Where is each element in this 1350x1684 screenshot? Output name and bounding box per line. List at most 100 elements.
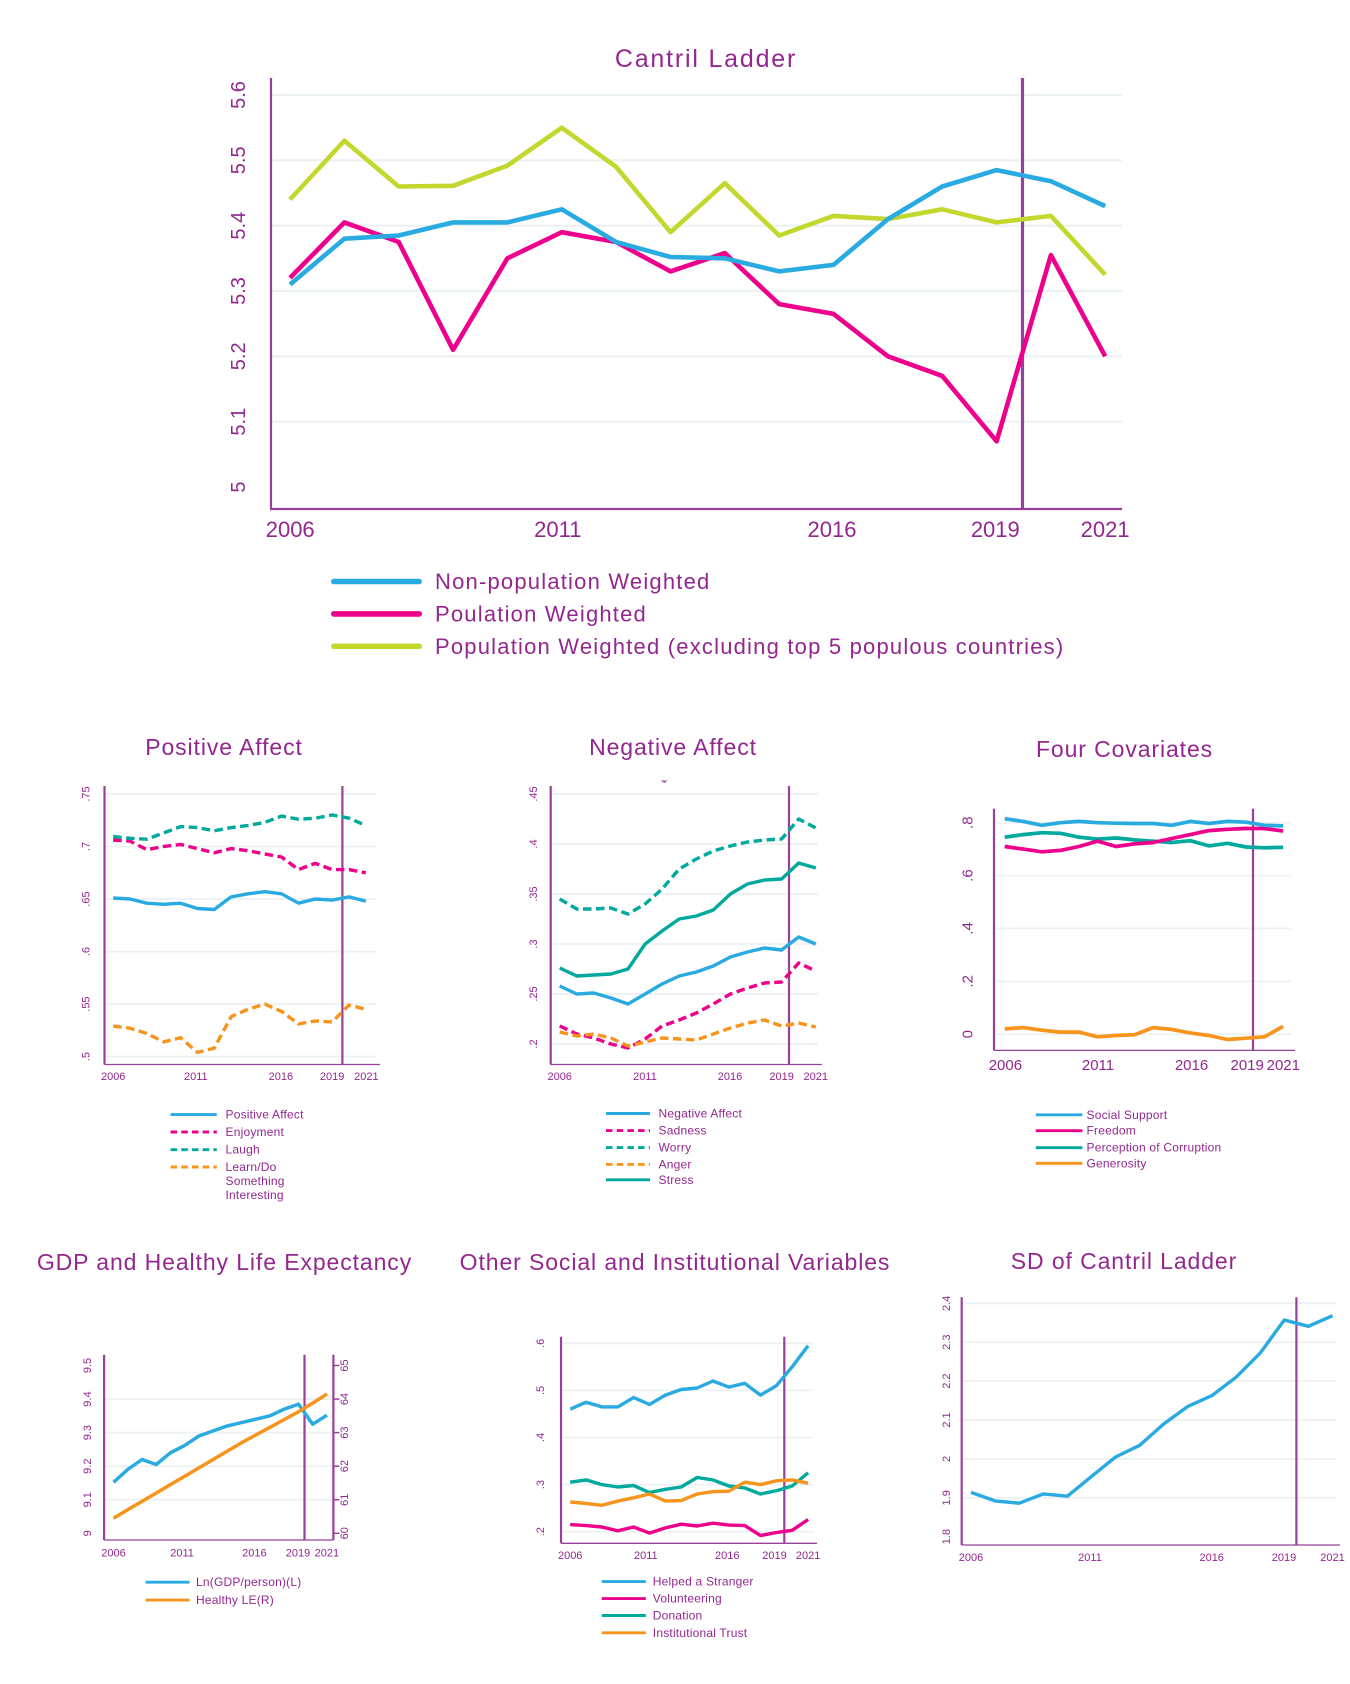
svg-text:Institutional Trust: Institutional Trust [653, 1626, 748, 1640]
svg-text:2006: 2006 [989, 1057, 1022, 1074]
svg-text:1.9: 1.9 [941, 1490, 953, 1505]
svg-text:9.5: 9.5 [82, 1358, 94, 1373]
svg-text:Negative Affect: Negative Affect [659, 1107, 743, 1121]
svg-text:62: 62 [339, 1460, 351, 1472]
svg-text:2016: 2016 [718, 1071, 742, 1083]
svg-text:5.4: 5.4 [228, 212, 250, 240]
svg-text:Non-population Weighted: Non-population Weighted [435, 569, 710, 594]
svg-text:2021: 2021 [796, 1550, 820, 1562]
svg-text:2.1: 2.1 [941, 1412, 953, 1427]
svg-text:.4: .4 [535, 1433, 547, 1442]
svg-text:2011: 2011 [634, 1550, 658, 1562]
svg-text:5.5: 5.5 [228, 146, 250, 174]
svg-text:1.8: 1.8 [941, 1529, 953, 1544]
svg-text:2.4: 2.4 [941, 1296, 953, 1311]
svg-text:Sadness: Sadness [659, 1124, 707, 1138]
svg-text:Perception of Corruption: Perception of Corruption [1087, 1141, 1222, 1155]
svg-text:2011: 2011 [1078, 1552, 1102, 1564]
svg-text:Four Covariates: Four Covariates [1036, 736, 1213, 762]
svg-text:SD of Cantril Ladder: SD of Cantril Ladder [1011, 1248, 1237, 1274]
svg-text:Something: Something [226, 1174, 285, 1188]
svg-text:Healthy LE(R): Healthy LE(R) [196, 1593, 274, 1607]
svg-text:2021: 2021 [1267, 1057, 1300, 1074]
svg-text:.25: .25 [528, 986, 540, 1001]
svg-text:2021: 2021 [315, 1548, 339, 1560]
svg-text:Stress: Stress [659, 1173, 694, 1187]
svg-text:2006: 2006 [266, 517, 315, 542]
svg-text:Positive Affect: Positive Affect [226, 1108, 305, 1122]
svg-text:Generosity: Generosity [1087, 1156, 1147, 1170]
svg-text:2019: 2019 [1231, 1057, 1264, 1074]
svg-text:Volunteering: Volunteering [653, 1592, 722, 1606]
svg-text:Helped a Stranger: Helped a Stranger [653, 1575, 754, 1589]
svg-text:5.1: 5.1 [228, 408, 250, 436]
svg-text:2021: 2021 [1081, 517, 1130, 542]
svg-text:60: 60 [339, 1527, 351, 1539]
svg-text:2.2: 2.2 [941, 1373, 953, 1388]
svg-text:0: 0 [960, 1030, 977, 1038]
svg-text:Freedom: Freedom [1087, 1124, 1136, 1138]
svg-text:2019: 2019 [971, 517, 1020, 542]
svg-text:.8: .8 [960, 816, 977, 829]
svg-text:2006: 2006 [101, 1071, 125, 1083]
svg-text:2019: 2019 [320, 1071, 344, 1083]
svg-text:.65: .65 [81, 891, 93, 906]
svg-text:2011: 2011 [170, 1548, 194, 1560]
svg-text:2006: 2006 [101, 1548, 125, 1560]
svg-text:.4: .4 [960, 922, 977, 935]
svg-text:.2: .2 [528, 1039, 540, 1048]
svg-text:Interesting: Interesting [226, 1188, 284, 1202]
svg-text:Social Support: Social Support [1087, 1108, 1168, 1122]
svg-text:.2: .2 [960, 975, 977, 988]
svg-text:2016: 2016 [808, 517, 857, 542]
svg-text:.5: .5 [535, 1386, 547, 1395]
svg-text:Population Weighted (excluding: Population Weighted (excluding top 5 pop… [435, 634, 1064, 659]
svg-text:Cantril Ladder: Cantril Ladder [615, 45, 797, 73]
svg-text:2021: 2021 [354, 1071, 378, 1083]
svg-text:.6: .6 [81, 947, 93, 956]
svg-text:5: 5 [228, 481, 250, 492]
svg-text:2006: 2006 [959, 1552, 983, 1564]
svg-text:9: 9 [82, 1530, 94, 1536]
svg-text:Anger: Anger [659, 1157, 692, 1171]
svg-text:2006: 2006 [558, 1550, 582, 1562]
svg-text:2011: 2011 [1082, 1057, 1114, 1074]
svg-text:2016: 2016 [1175, 1057, 1208, 1074]
svg-text:5.2: 5.2 [228, 342, 250, 370]
svg-text:9.1: 9.1 [82, 1492, 94, 1507]
svg-text:.4: .4 [528, 839, 540, 848]
svg-text:2016: 2016 [1199, 1552, 1223, 1564]
svg-text:Negative Affect: Negative Affect [589, 734, 757, 760]
svg-text:Other Social and Institutional: Other Social and Institutional Variables [460, 1249, 891, 1275]
svg-text:2011: 2011 [184, 1071, 208, 1083]
svg-text:.55: .55 [81, 996, 93, 1011]
svg-text:2019: 2019 [1272, 1552, 1296, 1564]
svg-text:2019: 2019 [762, 1550, 786, 1562]
svg-text:Laugh: Laugh [226, 1143, 260, 1157]
svg-text:Ln(GDP/person)(L): Ln(GDP/person)(L) [196, 1575, 301, 1589]
svg-text:9.3: 9.3 [82, 1425, 94, 1440]
svg-text:64: 64 [339, 1393, 351, 1405]
svg-text:63: 63 [339, 1426, 351, 1438]
svg-text:65: 65 [339, 1359, 351, 1371]
svg-text:2011: 2011 [633, 1071, 657, 1083]
svg-text:.45: .45 [528, 786, 540, 801]
svg-text:GDP and Healthy Life Expectanc: GDP and Healthy Life Expectancy [37, 1249, 412, 1275]
svg-text:2016: 2016 [269, 1071, 293, 1083]
svg-text:Enjoyment: Enjoyment [226, 1125, 285, 1139]
svg-text:9.2: 9.2 [82, 1459, 94, 1474]
svg-text:Learn/Do: Learn/Do [226, 1160, 277, 1174]
svg-text:.7: .7 [81, 842, 93, 851]
svg-text:5.6: 5.6 [228, 81, 250, 109]
svg-text:Worry: Worry [659, 1141, 692, 1155]
svg-text:.75: .75 [81, 786, 93, 801]
svg-text:2006: 2006 [547, 1071, 571, 1083]
svg-text:.35: .35 [528, 886, 540, 901]
svg-text:2021: 2021 [1320, 1552, 1344, 1564]
svg-text:.3: .3 [535, 1480, 547, 1489]
svg-text:.5: .5 [81, 1052, 93, 1061]
svg-text:61: 61 [339, 1494, 351, 1506]
svg-text:9.4: 9.4 [82, 1391, 94, 1406]
svg-text:2011: 2011 [534, 517, 581, 542]
svg-text:2019: 2019 [286, 1548, 310, 1560]
